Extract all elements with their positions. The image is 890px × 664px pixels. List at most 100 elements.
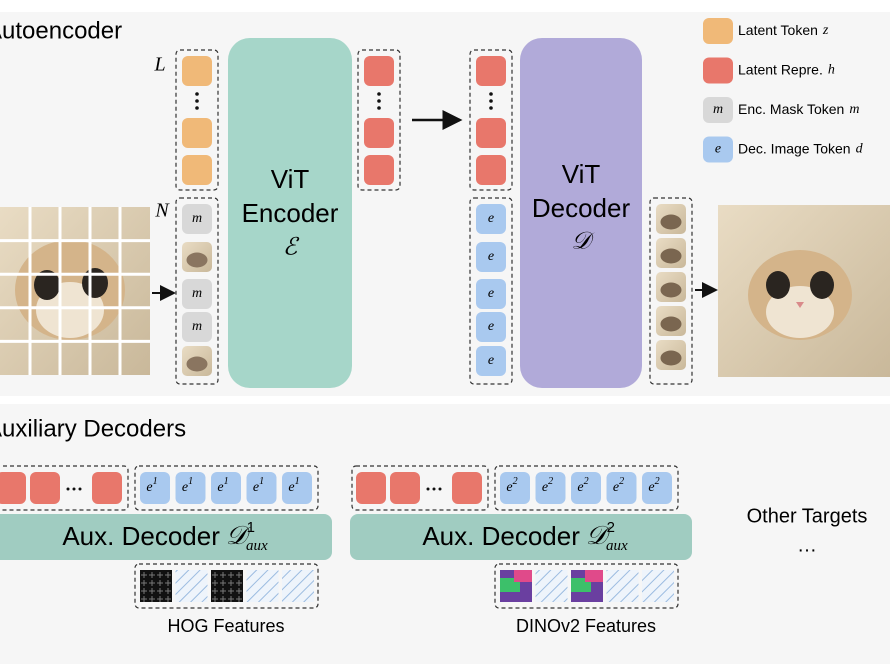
hog-cell: [157, 596, 163, 602]
token-label: e: [146, 480, 152, 495]
token-label: e2: [648, 476, 659, 495]
dots: [377, 99, 381, 103]
token: [364, 155, 394, 185]
token-label: e: [488, 249, 494, 264]
hog-cell: [141, 596, 147, 602]
token-sup: 2: [513, 476, 518, 487]
ellipsis: …: [797, 534, 817, 556]
token-sup: 2: [548, 476, 553, 487]
dots: [195, 106, 199, 110]
token: [476, 155, 506, 185]
image-patch: [660, 350, 682, 366]
token: [476, 279, 506, 309]
dots: [438, 487, 442, 491]
token: [452, 472, 482, 504]
hog-cell: [157, 588, 163, 594]
row-label: N: [154, 200, 170, 222]
token: [476, 56, 506, 86]
token: [390, 472, 420, 504]
legend-icon-label: e: [715, 142, 721, 157]
hog-cell: [236, 572, 242, 578]
dashed-group: [351, 465, 489, 511]
hog-cell: [236, 596, 242, 602]
dots: [377, 92, 381, 96]
hog-cell: [228, 580, 234, 586]
aux-decoder-sup: 2: [607, 519, 615, 536]
token-sup: 1: [259, 476, 264, 487]
token-sup: 2: [655, 476, 660, 487]
dots: [489, 106, 493, 110]
hog-cell: [141, 580, 147, 586]
dashed-group: [134, 465, 319, 511]
token: [182, 56, 212, 86]
token-label: e: [488, 249, 494, 264]
section-title: Autoencoder: [0, 17, 122, 44]
legend-symbol: h: [828, 63, 835, 78]
legend-symbol: z: [822, 23, 829, 38]
aux-decoder-sub: aux: [606, 538, 628, 554]
token-label: e: [488, 319, 494, 334]
hog-cell: [149, 580, 155, 586]
encoder-label: Encoder: [242, 198, 339, 228]
token-label: e: [488, 211, 494, 226]
dots: [78, 487, 82, 491]
image-patch: [660, 248, 682, 264]
hog-cell: [212, 572, 218, 578]
token-sup: 1: [295, 476, 300, 487]
token-label: m: [192, 211, 202, 226]
token-label: e: [288, 480, 294, 495]
image-patch: [660, 282, 682, 298]
dino-feature: [514, 570, 532, 582]
output-image: [718, 205, 890, 377]
token-label: e1: [288, 476, 299, 495]
encoder-block: [228, 38, 352, 388]
token-label: e: [613, 480, 619, 495]
hog-cell: [141, 588, 147, 594]
feature-label: DINOv2 Features: [516, 616, 656, 636]
aux-decoder-label: Aux. Decoder: [422, 521, 580, 551]
legend-symbol: m: [849, 102, 859, 117]
token: [182, 279, 212, 309]
hog-cell: [220, 580, 226, 586]
legend-icon: [703, 57, 733, 84]
token-sup: 1: [188, 476, 193, 487]
token-label: e1: [146, 476, 157, 495]
token: [140, 472, 170, 504]
token: [364, 118, 394, 148]
input-image: [0, 207, 150, 375]
token: [182, 155, 212, 185]
token: [30, 472, 60, 504]
hog-cell: [149, 588, 155, 594]
hog-cell: [212, 596, 218, 602]
token-label: e: [577, 480, 583, 495]
token: [476, 242, 506, 272]
token-label: e: [488, 286, 494, 301]
token-label: e: [648, 480, 654, 495]
hog-cell: [157, 580, 163, 586]
token-label: e: [506, 480, 512, 495]
hog-cell: [220, 596, 226, 602]
token-label: e1: [182, 476, 193, 495]
hog-cell: [228, 596, 234, 602]
token: [535, 472, 566, 504]
image-patch: [186, 252, 208, 268]
aux-decoder-block: [0, 514, 332, 560]
token: [182, 118, 212, 148]
hog-cell: [157, 572, 163, 578]
token-sup: 2: [584, 476, 589, 487]
decoder-label: ViT: [562, 159, 601, 189]
token-label: e: [217, 480, 223, 495]
legend-label: Latent Repre. h: [738, 61, 835, 78]
legend-label: Enc. Mask Token: [738, 101, 844, 117]
legend-symbol: d: [856, 142, 864, 157]
token: [0, 472, 26, 504]
hog-cell: [220, 588, 226, 594]
dots: [72, 487, 76, 491]
dashed-group: [357, 49, 401, 191]
token: [476, 204, 506, 234]
token: [182, 204, 212, 234]
token-label: e: [488, 211, 494, 226]
row-label: L: [153, 54, 165, 76]
token: [282, 472, 312, 504]
token-label: e2: [542, 476, 553, 495]
